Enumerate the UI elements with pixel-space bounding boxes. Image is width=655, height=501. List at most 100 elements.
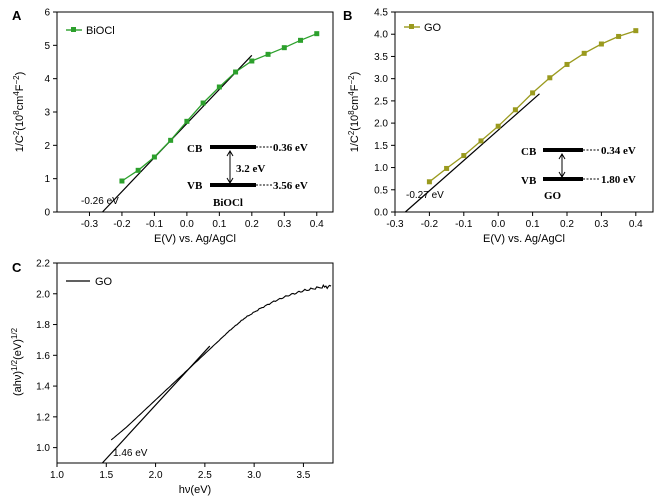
panel-c-x-tick-label: 2.5 <box>198 470 212 481</box>
panel-c-legend: GO <box>66 276 113 288</box>
panel-a-x-axis-title: E(V) vs. Ag/AgCl <box>154 233 236 245</box>
panel-a-series-line <box>121 33 318 182</box>
panel-c-x-tick-label: 1.0 <box>50 470 64 481</box>
panel-b-y-axis-title: 1/C2(108cm4F−2) <box>347 72 361 153</box>
panel-b-y-tick-label: 3.0 <box>374 74 388 85</box>
panel-b-x-tick-label: 0.1 <box>526 219 540 230</box>
panel-a-y-tick-label: 2 <box>44 141 50 152</box>
panel-a-data-point <box>249 58 255 64</box>
panel-c-x-tick-label: 2.0 <box>149 470 163 481</box>
panel-b-y-tick-label: 4.0 <box>374 30 388 41</box>
panel-b-y-tick-label: 1.0 <box>374 163 388 174</box>
panel-a-x-tick-label: 0.0 <box>180 219 194 230</box>
panel-b-data-point <box>616 33 622 39</box>
panel-c-y-tick-label: 2.2 <box>36 259 50 270</box>
panel-a-y-tick-label: 4 <box>44 74 50 85</box>
panel-b-data-point <box>598 41 604 47</box>
panel-a-y-axis-title: 1/C2(108cm4F−2) <box>12 72 26 153</box>
panel-c-y-tick-label: 1.4 <box>36 382 50 393</box>
panel-b-data-point <box>633 28 639 34</box>
panel-a-x-tick-label: 0.2 <box>245 219 259 230</box>
panel-b-data-point <box>564 61 570 67</box>
panel-c-legend-label: GO <box>95 276 113 288</box>
panel-b-intercept-label: -0.27 eV <box>406 190 444 201</box>
panel-b-data-point <box>495 123 501 129</box>
panel-a-data-point <box>233 69 239 75</box>
panel-b-x-tick-label: -0.1 <box>455 219 473 230</box>
panel-c-series-line <box>110 284 332 441</box>
panel-a-data-point <box>200 100 206 106</box>
panel-a-intercept-label: -0.26 eV <box>81 196 119 207</box>
panel-a-y-tick-label: 0 <box>44 208 50 219</box>
panel-c-y-axis-title: (ahν)1/2(eV)1/2 <box>10 327 24 396</box>
panel-b-data-point <box>444 165 450 171</box>
panel-b-legend-label: GO <box>424 22 442 34</box>
panel-a-data-point <box>298 37 304 43</box>
panel-a-gap-value: 3.2 eV <box>236 163 265 175</box>
panel-c: C 1.0 1.5 2.0 2.5 3.0 3.5 1.0 1.2 1.4 1.6 1.8 2.0 2.… <box>10 259 334 496</box>
panel-c-x-tick-label: 3.0 <box>247 470 261 481</box>
panel-b-fit-line <box>404 93 540 213</box>
panel-a-legend-label: BiOCl <box>86 25 115 37</box>
panel-b-data-point <box>581 50 587 56</box>
panel-c-y-tick-label: 2.0 <box>36 289 50 300</box>
panel-c-y-tick-label: 1.0 <box>36 443 50 454</box>
panel-b-band-diagram: CB 0.34 eV VB 1.80 eV GO <box>521 145 636 202</box>
panel-b-data-point <box>426 179 432 185</box>
panel-b-x-axis-title: E(V) vs. Ag/AgCl <box>483 233 565 245</box>
panel-a: A -0.3 -0.2 -0.1 0.0 0.1 0.2 0.3 0.4 0 1 2 3 4 5 6 BiO… <box>12 8 334 245</box>
panel-b-x-tick-label: 0.0 <box>491 219 505 230</box>
panel-a-y-tick-label: 1 <box>44 174 50 185</box>
panel-c-y-tick-label: 1.6 <box>36 351 50 362</box>
panel-c-x-tick-label: 3.5 <box>296 470 310 481</box>
panel-a-data-point <box>119 178 125 184</box>
panel-c-y-tick-label: 1.2 <box>36 412 50 423</box>
panel-a-y-tick-label: 6 <box>44 8 50 19</box>
panel-a-legend-marker <box>71 27 76 32</box>
panel-c-letter: C <box>12 260 22 275</box>
panel-a-x-tick-label: 0.1 <box>212 219 226 230</box>
panel-b: B -0.3 -0.2 -0.1 0.0 0.1 0.2 0.3 0.4 0.0 0.5 1.0 1.… <box>343 8 654 245</box>
panel-a-cb-bar <box>210 145 256 149</box>
panel-a-y-tick-label: 3 <box>44 108 50 119</box>
panel-b-x-tick-label: -0.2 <box>421 219 439 230</box>
panel-b-legend: GO <box>404 22 442 34</box>
panel-b-vb-value: 1.80 eV <box>601 174 636 186</box>
panel-b-x-tick-label: 0.3 <box>594 219 608 230</box>
panel-c-x-tick-label: 1.5 <box>99 470 113 481</box>
panel-b-y-tick-label: 2.5 <box>374 96 388 107</box>
panel-a-cb-label: CB <box>187 143 203 155</box>
panel-b-vb-label: VB <box>521 175 537 187</box>
panel-b-x-tick-label: 0.4 <box>629 219 643 230</box>
panel-a-data-point <box>216 84 222 90</box>
panel-b-data-point <box>512 107 518 113</box>
panel-a-x-tick-label: 0.3 <box>277 219 291 230</box>
panel-b-y-tick-label: 0.5 <box>374 185 388 196</box>
panel-b-vb-bar <box>543 177 583 181</box>
panel-a-band-diagram: CB 0.36 eV 3.2 eV VB 3.56 eV BiOCl <box>187 142 308 209</box>
panel-a-vb-bar <box>210 183 256 187</box>
panel-b-cb-bar <box>543 148 583 152</box>
panel-b-letter: B <box>343 8 352 23</box>
panel-c-x-axis-title: hν(eV) <box>179 484 211 496</box>
panel-b-data-point <box>530 90 536 96</box>
panel-a-vb-label: VB <box>187 180 203 192</box>
panel-b-x-tick-label: -0.3 <box>386 219 404 230</box>
panel-b-y-tick-label: 0.0 <box>374 208 388 219</box>
panel-b-x-tick-label: 0.2 <box>560 219 574 230</box>
panel-a-data-point <box>184 118 190 124</box>
panel-b-cb-label: CB <box>521 146 537 158</box>
panel-a-data-point <box>151 154 157 160</box>
panel-b-data-point <box>547 75 553 81</box>
panel-a-data-point <box>265 51 271 57</box>
panel-a-data-point <box>168 137 174 143</box>
panel-a-x-tick-label: -0.3 <box>81 219 99 230</box>
panel-b-y-tick-label: 1.5 <box>374 141 388 152</box>
panel-a-x-tick-label: -0.2 <box>113 219 131 230</box>
panel-c-intercept-label: 1.46 eV <box>113 448 148 459</box>
panel-b-cb-value: 0.34 eV <box>601 145 636 157</box>
panel-a-data-point <box>135 167 141 173</box>
panel-a-letter: A <box>12 8 22 23</box>
panel-b-legend-marker <box>409 24 414 29</box>
